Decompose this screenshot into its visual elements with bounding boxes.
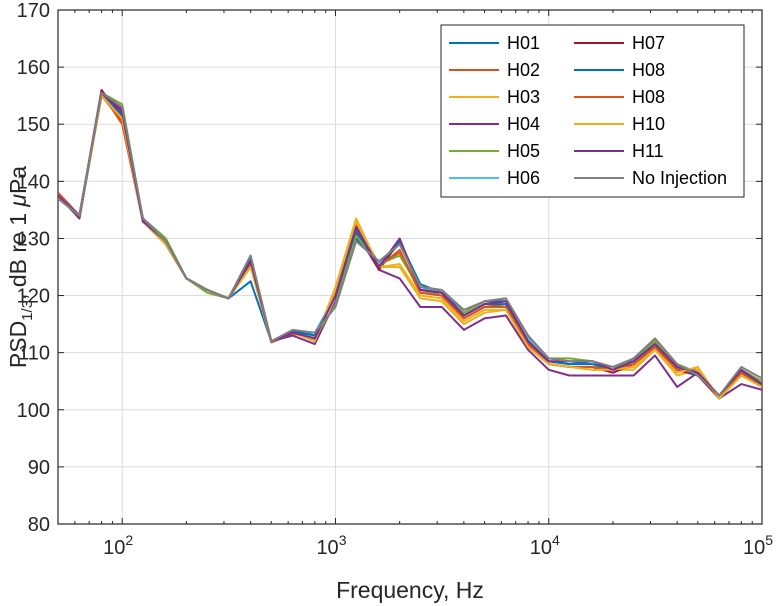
legend: H01 H02 H03 H04 H05 H06 H07 H08 H08 H10 H11 No Inje… <box>440 24 745 198</box>
legend-label: H07 <box>632 33 665 53</box>
legend-label: H01 <box>507 33 540 53</box>
series-lines <box>58 88 762 400</box>
y-axis-label: PSD1/3, dB re 1 μPa <box>5 166 36 368</box>
y-tick-label: 160 <box>17 57 50 79</box>
series-line-no-injection <box>58 91 762 397</box>
axis-ticks: 80 90 100 110 120 130 140 150 160 170 102 103 104 105 <box>17 0 774 559</box>
x-tick-label: 103 <box>316 532 346 559</box>
y-tick-label: 120 <box>17 286 50 308</box>
legend-label: H08 <box>632 60 665 80</box>
legend-label: No Injection <box>632 168 727 188</box>
axis-labels: Frequency, Hz PSD1/3, dB re 1 μPa <box>5 166 484 603</box>
legend-label: H02 <box>507 60 540 80</box>
y-tick-label: 80 <box>28 514 50 536</box>
y-tick-label: 90 <box>28 457 50 479</box>
x-tick-label: 104 <box>530 532 560 559</box>
y-tick-label: 130 <box>17 228 50 250</box>
plot-area-frame <box>57 9 763 525</box>
x-tick-label: 105 <box>743 532 773 559</box>
y-tick-label: 150 <box>17 114 50 136</box>
y-tick-label: 140 <box>17 171 50 193</box>
legend-label: H11 <box>632 141 664 161</box>
legend-label: H04 <box>507 114 540 134</box>
y-tick-label: 170 <box>17 0 50 22</box>
x-axis-label: Frequency, Hz <box>336 577 484 603</box>
legend-label: H05 <box>507 141 540 161</box>
legend-label: H08 <box>632 87 665 107</box>
y-tick-label: 110 <box>18 343 50 365</box>
y-tick-label: 100 <box>17 400 50 422</box>
x-tick-label: 102 <box>103 532 133 559</box>
legend-label: H03 <box>507 87 540 107</box>
legend-label: H06 <box>507 168 540 188</box>
legend-label: H10 <box>632 114 665 134</box>
legend-box <box>440 24 745 198</box>
